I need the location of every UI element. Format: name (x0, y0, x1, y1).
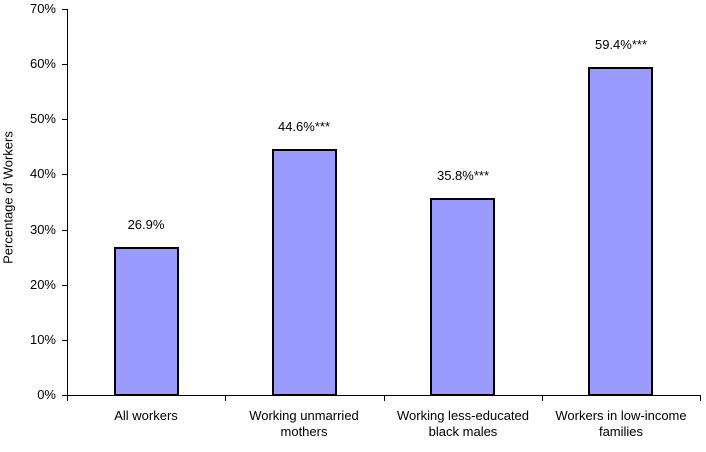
data-label: 26.9% (127, 217, 165, 232)
x-tick-label: Working less-educated black males (397, 408, 529, 439)
bar (430, 198, 495, 396)
y-tick-label: 10% (29, 332, 56, 347)
data-label: 35.8%*** (436, 168, 490, 183)
x-tick-label: Workers in low-income families (555, 408, 687, 439)
x-tick-label: Working unmarried mothers (249, 408, 359, 439)
data-label: 59.4%*** (594, 37, 648, 52)
y-tick-label: 60% (29, 56, 56, 71)
data-label: 44.6%*** (277, 119, 331, 134)
y-tick-label: 70% (29, 1, 56, 16)
y-tick-label: 0% (37, 387, 56, 402)
y-axis-title: Percentage of Workers (0, 131, 16, 264)
bar (114, 247, 179, 396)
x-tick-label: All workers (114, 408, 178, 423)
y-tick-label: 50% (29, 111, 56, 126)
y-tick-label: 30% (29, 222, 56, 237)
bar (272, 149, 337, 396)
y-tick-label: 40% (29, 166, 56, 181)
bar (588, 67, 653, 396)
y-tick-label: 20% (29, 277, 56, 292)
